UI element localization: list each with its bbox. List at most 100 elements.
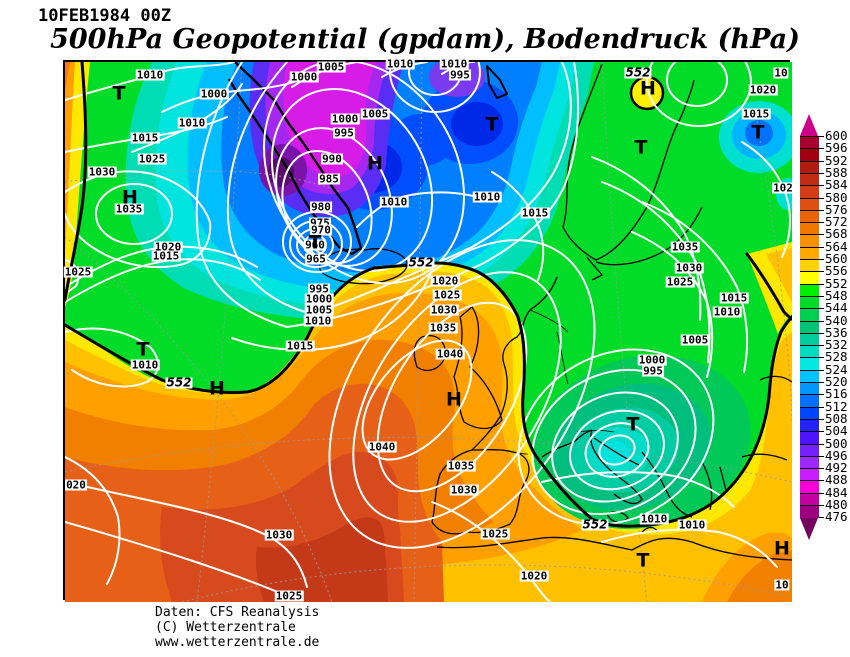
legend-tick [819,234,824,236]
pressure-label: 1025 [432,288,462,302]
pressure-label: 1000 [289,70,319,84]
legend-tick-label: 504 [825,423,848,439]
pressure-label: 1000 [199,87,229,101]
pressure-label: 1025 [665,275,695,289]
pressure-label: 1015 [130,131,160,145]
legend-band [800,172,819,187]
legend-band [800,406,819,420]
pressure-label: 1030 [264,528,294,542]
low-marker: T [112,82,126,105]
pressure-label: 1025 [137,152,167,166]
pressure-label: 1010 [379,195,409,209]
legend-tick-label: 516 [825,386,848,402]
high-marker: H [774,537,790,560]
pressure-label: 1000 [330,112,360,126]
pressure-label: 1035 [114,202,144,216]
pressure-label: 995 [642,364,664,378]
pressure-label: 1035 [446,459,476,473]
geopotential-label: 552 [165,375,193,390]
run-datetime: 10FEB1984 00Z [38,6,172,26]
legend-tick [819,418,824,420]
legend-band [800,443,819,457]
pressure-label: 1030 [87,165,117,179]
legend-tick [819,480,824,482]
legend-band [800,320,819,334]
pressure-label: 1005 [680,333,710,347]
legend-tick-label: 520 [825,374,848,389]
legend-tick-label: 580 [825,189,848,205]
low-marker: T [636,549,650,572]
high-marker: H [122,186,138,209]
pressure-label: 1010 [472,190,502,204]
legend-tick [819,505,824,506]
legend-tick [819,160,824,162]
legend-tick [819,271,824,273]
map-graphic [65,62,792,602]
legend-tick [819,185,824,187]
legend-tick-label: 524 [825,361,848,377]
legend-tick [819,357,824,359]
legend-tick-label: 488 [825,472,848,488]
legend-tick [819,468,824,470]
isobars [65,62,791,602]
legend-band [800,222,819,236]
legend-tick-label: 600 [825,128,848,143]
pressure-label: 1025 [480,527,510,541]
legend-tick [819,406,824,408]
pressure-label: 1035 [670,240,700,254]
low-marker: T [751,121,765,144]
attribution: Daten: CFS Reanalysis (C) Wetterzentrale… [155,605,319,650]
chart-title: 500hPa Geopotential (gpdam), Bodendruck … [50,24,800,55]
legend-tick-label: 564 [825,238,848,254]
pressure-label: 1010 [130,358,160,372]
legend-band [800,492,819,506]
legend-band [800,283,819,297]
legend-tick [819,443,824,445]
pressure-label: 1020 [748,83,778,97]
pressure-label: 020 [65,478,87,492]
legend-tick-label: 476 [825,509,848,525]
pressure-label: 1010 [385,57,415,71]
legend-band [800,431,819,445]
pressure-label: 1000 [304,292,334,306]
pressure-label: 1015 [151,249,181,263]
pressure-label: 1035 [428,321,458,335]
legend-band [800,418,819,433]
legend-tick-label: 592 [825,152,848,168]
legend-tick [819,455,824,457]
pressure-label: 1020 [153,240,183,254]
low-marker: T [626,413,640,436]
legend-tick-label: 572 [825,214,848,230]
high-marker: H [446,388,462,411]
pressure-label: 10 [773,66,789,80]
legend-tick [819,172,824,174]
high-marker: H [209,377,225,400]
pressure-label: 970 [310,223,332,237]
legend-tick-label: 588 [825,164,848,180]
pressure-label: 1005 [304,303,334,317]
legend-band [800,308,819,322]
legend-band [800,394,819,408]
legend-band [800,468,819,482]
legend-tick [819,222,824,224]
low-marker: T [485,113,499,136]
legend-arrow-top [800,114,818,136]
attribution-copyright: (C) Wetterzentrale [155,620,296,635]
high-marker: H [640,77,656,100]
legend-tick [819,148,824,150]
pressure-label: 1030 [429,303,459,317]
legend-tick-label: 552 [825,275,848,291]
legend-tick-label: 556 [825,263,848,279]
pressure-label: 975 [309,216,331,230]
legend-tick-label: 496 [825,447,848,463]
legend-tick-label: 548 [825,287,848,303]
pressure-label: 980 [310,200,332,214]
legend-band [800,345,819,359]
legend-tick-label: 484 [825,484,848,500]
low-marker: T [136,338,150,361]
pressure-label: 965 [305,252,327,266]
map-label-layer: 1010 1000 1005 1000 1010 1010 995 1010 1015 1025 1… [63,57,794,602]
pressure-label: 1010 [135,68,165,82]
legend-tick-label: 560 [825,251,848,266]
legend-band [800,148,819,162]
